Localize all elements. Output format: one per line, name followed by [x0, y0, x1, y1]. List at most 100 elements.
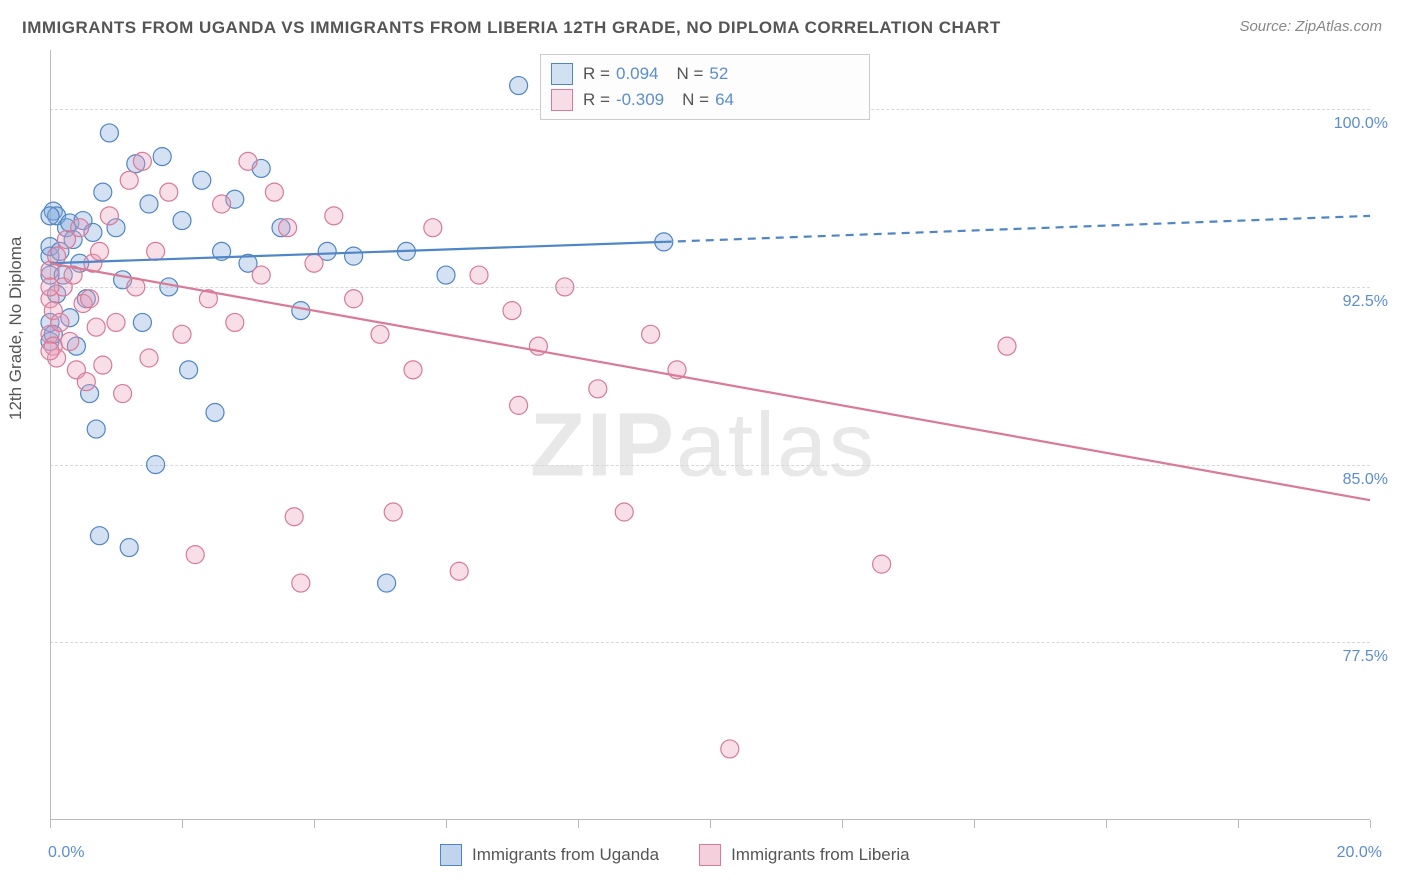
- y-tick-label: 92.5%: [1343, 293, 1388, 311]
- scatter-point: [384, 503, 402, 521]
- scatter-point: [265, 183, 283, 201]
- x-tick-label-min: 0.0%: [48, 844, 84, 862]
- x-tick: [578, 820, 579, 828]
- scatter-point: [133, 152, 151, 170]
- scatter-point: [147, 456, 165, 474]
- source-attribution: Source: ZipAtlas.com: [1239, 18, 1382, 35]
- scatter-point: [424, 219, 442, 237]
- scatter-point: [285, 508, 303, 526]
- scatter-point: [193, 171, 211, 189]
- scatter-point: [91, 527, 109, 545]
- scatter-point: [998, 337, 1016, 355]
- scatter-point: [41, 278, 59, 296]
- scatter-point: [87, 420, 105, 438]
- scatter-point: [279, 219, 297, 237]
- y-tick-label: 77.5%: [1343, 648, 1388, 666]
- scatter-point: [81, 290, 99, 308]
- scatter-point: [140, 195, 158, 213]
- scatter-point: [642, 325, 660, 343]
- x-tick-label-max: 20.0%: [1337, 844, 1382, 862]
- scatter-point: [378, 574, 396, 592]
- scatter-point: [100, 124, 118, 142]
- chart-title: IMMIGRANTS FROM UGANDA VS IMMIGRANTS FRO…: [22, 18, 1001, 38]
- scatter-point: [345, 247, 363, 265]
- y-tick-label: 85.0%: [1343, 471, 1388, 489]
- scatter-point: [437, 266, 455, 284]
- x-tick: [1238, 820, 1239, 828]
- legend-swatch-liberia: [551, 89, 573, 111]
- scatter-point: [206, 403, 224, 421]
- legend-row-uganda: R =0.094 N =52: [551, 61, 859, 87]
- legend-text-uganda: R =0.094 N =52: [583, 64, 728, 84]
- scatter-point: [226, 313, 244, 331]
- scatter-point: [510, 396, 528, 414]
- scatter-point: [292, 574, 310, 592]
- scatter-point: [107, 313, 125, 331]
- scatter-point: [470, 266, 488, 284]
- scatter-point: [371, 325, 389, 343]
- scatter-point: [160, 183, 178, 201]
- scatter-point: [77, 373, 95, 391]
- scatter-point: [91, 242, 109, 260]
- legend-swatch-liberia-bottom: [699, 844, 721, 866]
- scatter-point: [140, 349, 158, 367]
- scatter-point: [147, 242, 165, 260]
- scatter-point: [292, 302, 310, 320]
- legend-label-uganda: Immigrants from Uganda: [472, 845, 659, 865]
- scatter-point: [114, 385, 132, 403]
- x-tick: [446, 820, 447, 828]
- scatter-point: [100, 207, 118, 225]
- scatter-point: [120, 539, 138, 557]
- scatter-point: [41, 207, 59, 225]
- legend-swatch-uganda: [551, 63, 573, 85]
- legend-label-liberia: Immigrants from Liberia: [731, 845, 910, 865]
- x-tick: [974, 820, 975, 828]
- scatter-point: [51, 313, 69, 331]
- scatter-point: [305, 254, 323, 272]
- x-tick: [314, 820, 315, 828]
- scatter-point: [41, 342, 59, 360]
- scatter-point: [94, 356, 112, 374]
- scatter-point: [87, 318, 105, 336]
- legend-item-uganda: Immigrants from Uganda: [440, 844, 659, 866]
- scatter-point: [325, 207, 343, 225]
- scatter-point: [94, 183, 112, 201]
- x-tick: [50, 820, 51, 828]
- y-tick-label: 100.0%: [1334, 115, 1388, 133]
- legend-item-liberia: Immigrants from Liberia: [699, 844, 910, 866]
- scatter-point: [345, 290, 363, 308]
- scatter-point: [61, 332, 79, 350]
- scatter-point: [589, 380, 607, 398]
- scatter-point: [173, 325, 191, 343]
- x-tick: [1106, 820, 1107, 828]
- scatter-point: [615, 503, 633, 521]
- scatter-point: [186, 546, 204, 564]
- scatter-point: [450, 562, 468, 580]
- scatter-point: [510, 77, 528, 95]
- x-tick: [182, 820, 183, 828]
- trend-line: [50, 263, 1370, 500]
- scatter-point: [153, 148, 171, 166]
- legend-swatch-uganda-bottom: [440, 844, 462, 866]
- x-tick: [842, 820, 843, 828]
- scatter-point: [213, 195, 231, 213]
- scatter-point: [160, 278, 178, 296]
- scatter-point: [180, 361, 198, 379]
- y-axis-label: 12th Grade, No Diploma: [6, 237, 26, 420]
- x-tick: [710, 820, 711, 828]
- scatter-point: [721, 740, 739, 758]
- scatter-point: [873, 555, 891, 573]
- scatter-point: [71, 219, 89, 237]
- scatter-point: [173, 212, 191, 230]
- series-legend: Immigrants from Uganda Immigrants from L…: [440, 844, 910, 866]
- scatter-point: [404, 361, 422, 379]
- scatter-point: [252, 266, 270, 284]
- scatter-point: [239, 152, 257, 170]
- scatter-point: [556, 278, 574, 296]
- scatter-point: [503, 302, 521, 320]
- x-tick: [1370, 820, 1371, 828]
- legend-text-liberia: R =-0.309 N =64: [583, 90, 734, 110]
- trend-line-extrapolated: [664, 216, 1370, 242]
- plot-svg: [50, 50, 1370, 820]
- correlation-legend: R =0.094 N =52 R =-0.309 N =64: [540, 54, 870, 120]
